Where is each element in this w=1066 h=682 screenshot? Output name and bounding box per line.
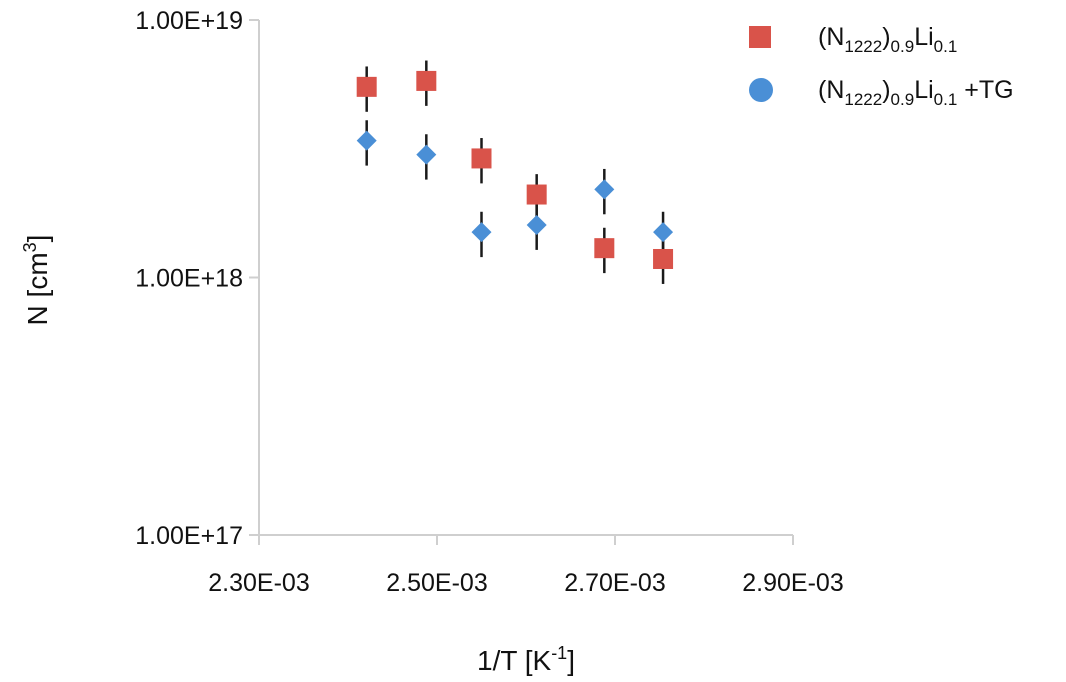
square-marker (526, 184, 547, 205)
legend-square-marker (749, 26, 771, 48)
diamond-marker (356, 130, 377, 151)
legend-label: (N1222)0.9Li0.1 (818, 23, 957, 56)
x-tick-label: 2.50E-03 (386, 569, 487, 597)
y-tick-label: 1.00E+17 (135, 522, 243, 550)
y-tick-label: 1.00E+19 (135, 7, 243, 35)
diamond-marker (594, 179, 615, 200)
diamond-marker (526, 214, 547, 235)
x-axis-title: 1/T [K-1] (477, 643, 575, 676)
square-marker (356, 76, 377, 97)
square-marker (471, 148, 492, 169)
axes: 1.00E+17 1.00E+18 1.00E+19 2.30E-03 2.50E-03… (20, 7, 844, 676)
diamond-marker (471, 222, 492, 243)
data-points (356, 70, 674, 269)
square-marker (594, 238, 615, 259)
error-bars (365, 60, 665, 284)
x-tick-label: 2.90E-03 (742, 569, 843, 597)
square-marker (653, 248, 674, 269)
x-tick-label: 2.30E-03 (208, 569, 309, 597)
x-tick-label: 2.70E-03 (564, 569, 665, 597)
legend: (N1222)0.9Li0.1 (N1222)0.9Li0.1 +TG (749, 23, 1014, 109)
legend-circle-marker (749, 78, 773, 102)
legend-label: (N1222)0.9Li0.1 +TG (818, 76, 1014, 109)
diamond-marker (653, 222, 674, 243)
y-tick-label: 1.00E+18 (135, 265, 243, 293)
y-axis-title: N [cm3] (20, 235, 53, 326)
square-marker (416, 70, 437, 91)
diamond-marker (416, 144, 437, 165)
